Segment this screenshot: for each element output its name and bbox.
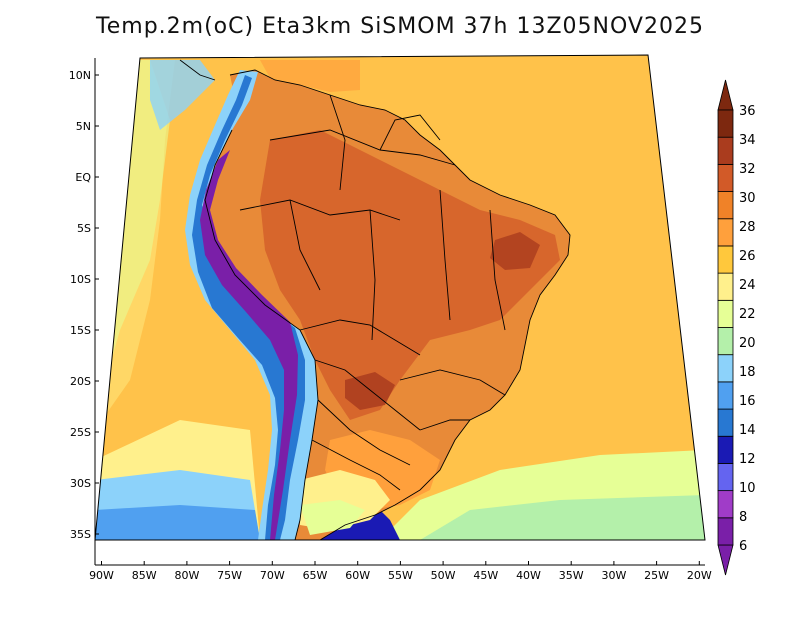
lat-tick-label: 10S [70,273,91,286]
lon-tick-label: 70W [260,569,285,582]
lat-tick-label: 25S [70,426,91,439]
latitude-axis: 10N 5N EQ 5S 10S 15S 20S 25S 30S 35S [69,69,99,541]
colorbar-swatch [717,299,734,328]
caribbean-sea [260,60,360,92]
hotspot-northeast [490,232,540,270]
colorbar-swatch [717,408,734,437]
lon-tick-label: 30W [601,569,626,582]
colorbar-label: 26 [739,249,756,264]
colorbar-swatch [717,272,734,301]
lon-tick-label: 55W [388,569,413,582]
colorbar-label: 12 [739,452,756,467]
colorbar-swatch [717,435,734,464]
colorbar-label: 6 [739,539,747,554]
colorbar-swatch [717,517,734,546]
lat-tick-label: 10N [69,69,91,82]
lon-tick-label: 90W [89,569,114,582]
colorbar-label: 32 [739,162,756,177]
colorbar-swatch [717,218,734,247]
colorbar-label: 28 [739,220,756,235]
lon-tick-label: 80W [174,569,199,582]
colorbar-label: 36 [739,104,756,119]
pampas-cool [300,500,365,535]
longitude-axis: 90W 85W 80W 75W 70W 65W 60W 55W 50W 45W 40W 35W 30W 2… [89,561,712,582]
ocean-south-cold [95,505,260,540]
colorbar-label: 20 [739,336,756,351]
colorbar-swatch [717,191,734,220]
political-borders [179,59,571,540]
lon-tick-label: 25W [644,569,669,582]
colorbar-label: 10 [739,481,756,496]
colorbar-swatch [717,381,734,410]
colorbar-swatch [717,463,734,492]
lat-tick-label: 5N [76,120,91,133]
colorbar-label: 16 [739,394,756,409]
lat-tick-label: EQ [75,171,91,184]
lat-tick-label: 5S [77,222,91,235]
colorbar-swatch [717,354,734,383]
lon-tick-label: 50W [431,569,456,582]
colorbar-swatch [717,245,734,274]
colorbar-swatch [717,327,734,356]
colorbar-max-arrow [717,79,734,111]
map-frame [94,54,706,541]
colorbar-swatch [717,136,734,165]
colorbar-min-arrow [717,544,734,576]
map-title: Temp.2m(oC) Eta3km SiSMOM 37h 13Z05NOV20… [96,14,704,39]
colorbar-label: 34 [739,133,756,148]
colorbar-label: 18 [739,365,756,380]
lat-tick-label: 30S [70,477,91,490]
colorbar-label: 8 [739,510,747,525]
colorbar-swatch [717,163,734,192]
colorbar: 6 8 10 12 14 16 18 20 22 24 26 28 30 32 34 36 [717,79,756,576]
interior-hot-core [260,130,560,420]
colorbar-label: 24 [739,278,756,293]
lon-tick-label: 45W [473,569,498,582]
atlantic-south-cool [420,495,705,540]
lon-tick-label: 75W [217,569,242,582]
colorbar-swatch [717,109,734,138]
temperature-field [95,55,705,540]
colorbar-label: 22 [739,307,756,322]
lon-tick-label: 65W [303,569,328,582]
lon-tick-label: 35W [559,569,584,582]
lat-tick-label: 35S [70,528,91,541]
colorbar-label: 14 [739,423,756,438]
colorbar-label: 30 [739,191,756,206]
lat-tick-label: 20S [70,375,91,388]
lon-tick-label: 85W [132,569,157,582]
andes-very-cold [200,150,298,540]
lat-tick-label: 15S [70,324,91,337]
lon-tick-label: 20W [687,569,712,582]
lon-tick-label: 60W [345,569,370,582]
lon-tick-label: 40W [516,569,541,582]
colorbar-swatch [717,490,734,519]
central-america-west [150,60,215,130]
